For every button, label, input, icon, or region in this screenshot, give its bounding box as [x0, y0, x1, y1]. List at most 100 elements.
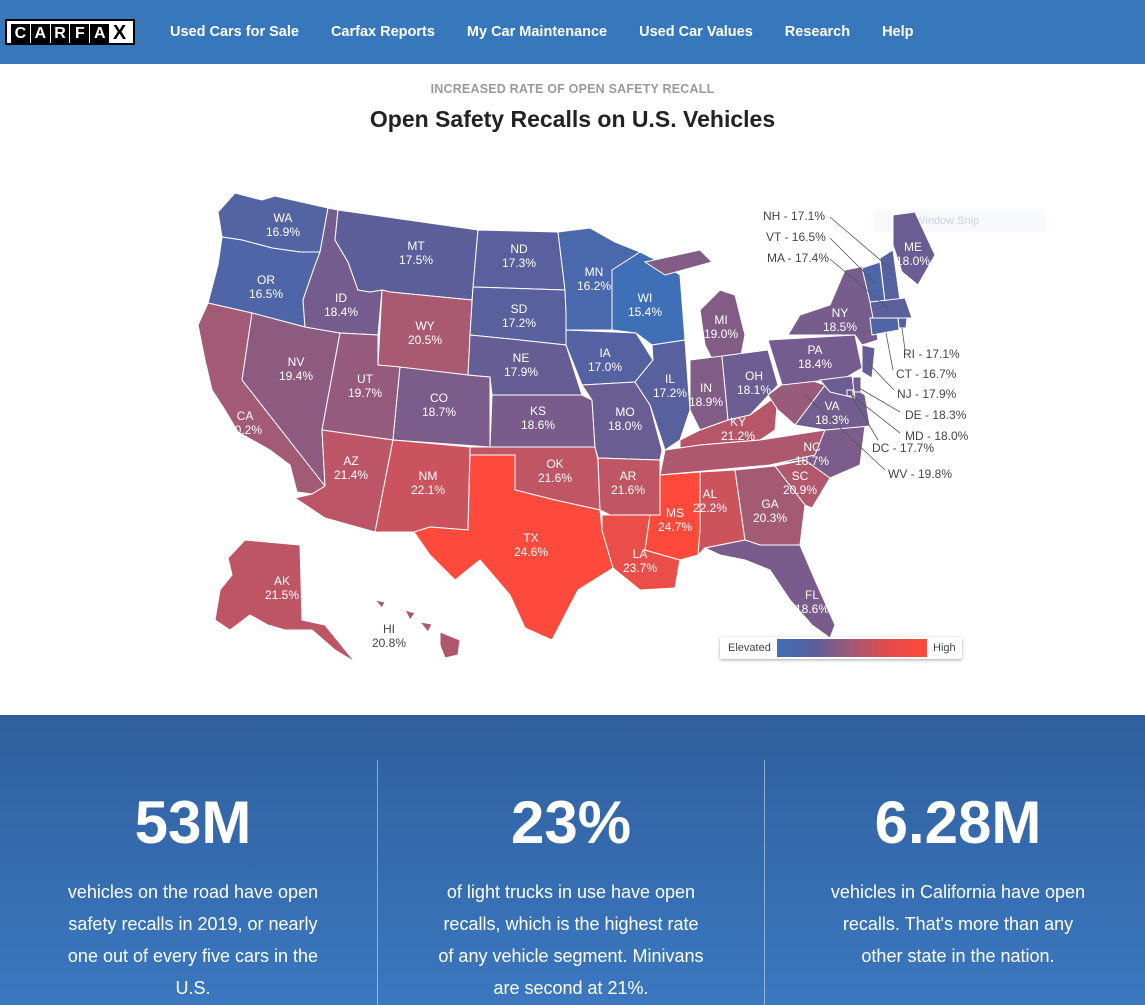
top-navbar: C A R F A X Used Cars for Sale Carfax Re… [0, 0, 1145, 64]
state-value-wa: 16.9% [266, 225, 300, 239]
state-ak[interactable] [214, 539, 356, 663]
stat-number: 6.28M [874, 789, 1042, 856]
state-value-ga: 20.3% [753, 511, 787, 525]
logo-letter-group: C A R F A X [11, 23, 129, 43]
state-value-tx: 24.6% [514, 545, 548, 559]
state-label-al: AL [703, 487, 718, 501]
state-ma[interactable] [869, 297, 913, 319]
stat-divider [764, 760, 765, 1005]
states-layer [197, 192, 936, 663]
us-recall-map: WA16.9%OR16.5%CA20.2%NV19.4%ID18.4%MT17.… [197, 192, 969, 663]
state-value-ks: 18.6% [521, 418, 555, 432]
state-value-hi: 20.8% [372, 636, 406, 650]
state-value-mi: 19.0% [704, 327, 738, 341]
state-label-sc: SC [792, 469, 809, 483]
state-label-nd: ND [510, 242, 528, 256]
state-label-pa: PA [807, 343, 822, 357]
legend-gradient-bar [777, 639, 927, 657]
state-oh[interactable] [721, 349, 779, 421]
nav-used-cars-for-sale[interactable]: Used Cars for Sale [170, 24, 299, 40]
state-value-mo: 18.0% [608, 419, 642, 433]
state-label-ca: CA [237, 409, 254, 423]
state-nj[interactable] [861, 344, 876, 379]
state-hi[interactable] [373, 599, 461, 659]
state-value-mt: 17.5% [399, 253, 433, 267]
state-label-ky: KY [730, 415, 746, 429]
state-label-mo: MO [615, 405, 634, 419]
main-nav: Used Cars for Sale Carfax Reports My Car… [170, 0, 946, 64]
state-label-wy: WY [415, 319, 434, 333]
state-value-me: 18.0% [896, 254, 930, 268]
nav-used-car-values[interactable]: Used Car Values [639, 24, 753, 40]
state-value-al: 22.2% [693, 501, 727, 515]
nav-carfax-reports[interactable]: Carfax Reports [330, 24, 435, 40]
state-ri[interactable] [897, 317, 908, 329]
state-callout-wv: WV - 19.8% [888, 467, 952, 481]
state-label-va: VA [824, 399, 839, 413]
state-pa[interactable] [767, 334, 863, 386]
state-value-ny: 18.5% [823, 320, 857, 334]
state-value-pa: 18.4% [798, 357, 832, 371]
state-label-wi: WI [638, 291, 653, 305]
stats-section: 53M vehicles on the road have open safet… [0, 715, 1145, 1005]
state-value-co: 18.7% [422, 405, 456, 419]
state-label-sd: SD [511, 302, 528, 316]
state-label-ak: AK [274, 574, 290, 588]
state-label-ga: GA [761, 497, 778, 511]
leader-lines [804, 216, 906, 471]
nav-research[interactable]: Research [784, 24, 851, 40]
leader-line-de [858, 387, 901, 413]
leader-line-dc [849, 392, 879, 441]
logo-letter: R [50, 24, 70, 43]
state-value-or: 16.5% [249, 287, 283, 301]
state-tx[interactable] [413, 454, 614, 641]
nav-help[interactable]: Help [882, 24, 914, 40]
state-value-ar: 21.6% [611, 483, 645, 497]
state-value-ky: 21.2% [721, 429, 755, 443]
state-value-va: 18.3% [815, 413, 849, 427]
logo-letter: X [110, 23, 129, 43]
state-label-id: ID [335, 291, 347, 305]
state-value-ia: 17.0% [588, 360, 622, 374]
leader-line-wv [804, 394, 886, 471]
state-value-nv: 19.4% [279, 369, 313, 383]
state-callout-dc: DC - 17.7% [872, 441, 934, 455]
state-callout-md: MD - 18.0% [905, 429, 969, 443]
state-label-fl: FL [805, 588, 819, 602]
state-nc[interactable] [769, 425, 866, 479]
state-label-nv: NV [288, 355, 305, 369]
state-label-tx: TX [523, 531, 538, 545]
state-value-la: 23.7% [623, 561, 657, 575]
map-kicker: INCREASED RATE OF OPEN SAFETY RECALL [430, 82, 715, 96]
state-label-ms: MS [666, 506, 684, 520]
state-value-az: 21.4% [334, 468, 368, 482]
state-mi[interactable] [643, 249, 746, 366]
state-label-or: OR [257, 273, 275, 287]
leader-line-nh [829, 216, 893, 271]
stat-divider [377, 760, 378, 1005]
carfax-logo[interactable]: C A R F A X [5, 19, 135, 45]
nav-my-car-maintenance[interactable]: My Car Maintenance [466, 24, 608, 40]
state-label-ok: OK [546, 457, 563, 471]
state-callout-nh: NH - 17.1% [763, 209, 825, 223]
stat-description: vehicles in California have open recalls… [830, 882, 1086, 966]
stat-column: 23% of light trucks in use have open rec… [378, 715, 764, 1005]
leader-line-vt [829, 237, 877, 285]
state-label-mt: MT [407, 239, 425, 253]
state-ct[interactable] [869, 317, 900, 336]
state-me[interactable] [892, 211, 936, 286]
logo-letter: F [70, 24, 90, 43]
state-co[interactable] [392, 366, 491, 448]
stat-number: 23% [510, 789, 632, 856]
state-label-az: AZ [343, 454, 358, 468]
state-label-la: LA [633, 547, 648, 561]
state-label-me: ME [904, 240, 922, 254]
state-label-il: IL [665, 372, 675, 386]
state-label-ks: KS [530, 404, 546, 418]
leader-line-ma [829, 258, 889, 309]
map-legend: Elevated High [720, 637, 962, 659]
stat-description: vehicles on the road have open safety re… [67, 882, 319, 998]
legend-high-label: High [933, 642, 956, 654]
state-label-mn: MN [585, 265, 604, 279]
state-value-wy: 20.5% [408, 333, 442, 347]
